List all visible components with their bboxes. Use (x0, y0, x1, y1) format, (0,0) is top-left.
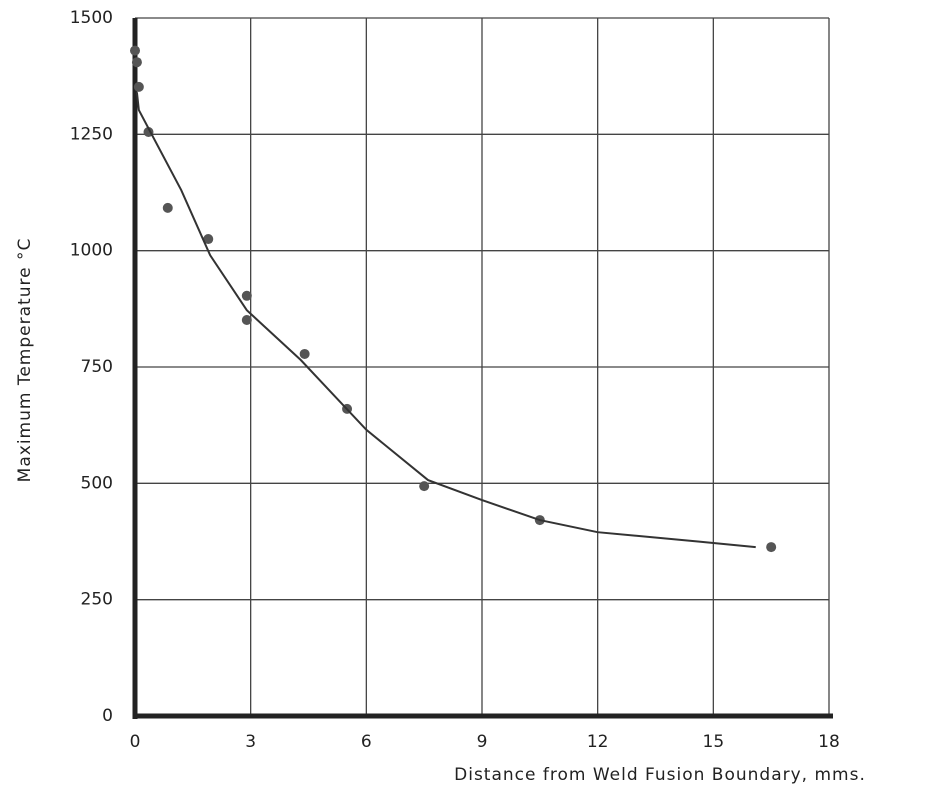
x-tick-label: 9 (477, 732, 488, 752)
data-point (241, 315, 252, 326)
data-point (130, 45, 140, 56)
data-point (766, 542, 777, 553)
y-tick-label: 1500 (70, 8, 113, 28)
x-tick-label: 18 (818, 732, 840, 752)
x-tick-label: 6 (361, 732, 372, 752)
fit-curve (135, 92, 756, 549)
x-axis-label: Distance from Weld Fusion Boundary, mms. (454, 765, 866, 785)
x-tick-label: 3 (245, 732, 256, 752)
data-point (299, 348, 310, 359)
x-tick-label: 15 (703, 732, 725, 752)
data-point (162, 202, 173, 213)
x-tick-label: 0 (130, 732, 141, 752)
data-point (133, 81, 144, 92)
y-tick-label: 750 (81, 357, 113, 377)
y-tick-label: 500 (81, 473, 113, 493)
data-point (241, 290, 252, 301)
y-tick-label: 250 (81, 590, 113, 610)
data-point (203, 234, 214, 245)
y-tick-label: 1250 (70, 124, 113, 144)
x-tick-label: 12 (587, 732, 609, 752)
data-point (131, 57, 142, 68)
data-point (419, 481, 430, 492)
y-tick-label: 0 (102, 706, 113, 726)
y-axis-label: Maximum Temperature °C (15, 238, 35, 483)
y-tick-label: 1000 (70, 241, 113, 261)
